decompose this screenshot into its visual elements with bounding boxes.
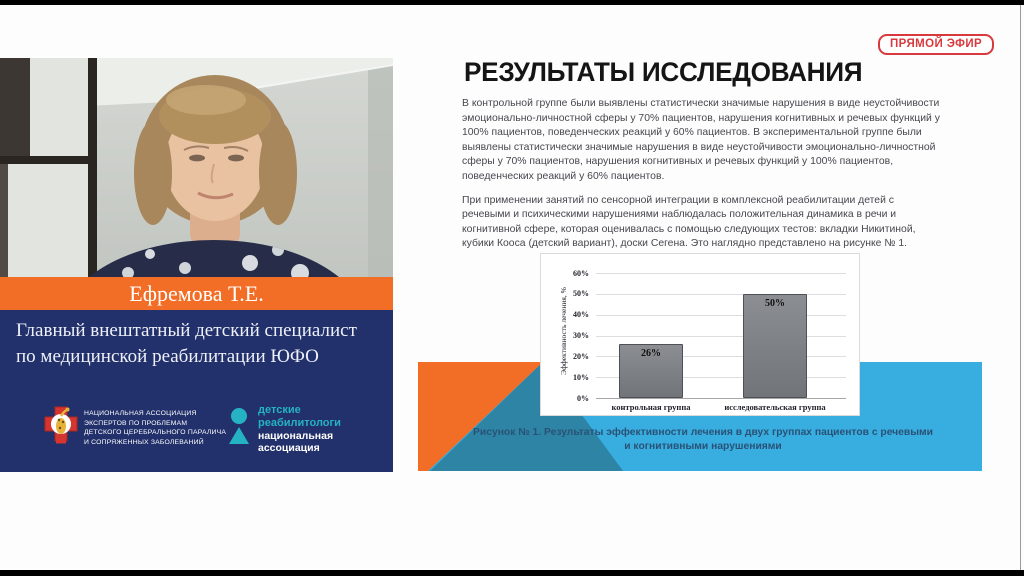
chart-tick-label: 0% <box>577 393 589 403</box>
org1-line: И СОПРЯЖЕННЫХ ЗАБОЛЕВАНИЙ <box>84 438 204 446</box>
chart-gridline <box>596 335 846 337</box>
org1-line: ЭКСПЕРТОВ ПО ПРОБЛЕМАМ <box>84 419 188 427</box>
association-name-text: НАЦИОНАЛЬНАЯ АССОЦИАЦИЯ ЭКСПЕРТОВ ПО ПРО… <box>84 409 226 447</box>
band-triangles-decoration <box>418 362 623 471</box>
chart-gridline <box>596 398 846 399</box>
chart-gridline <box>596 273 846 274</box>
chart-tick-label: 20% <box>573 351 589 361</box>
slide-title: РЕЗУЛЬТАТЫ ИССЛЕДОВАНИЯ <box>464 57 863 87</box>
chart-gridline <box>596 377 846 379</box>
speaker-title: Главный внештатный детский специалист по… <box>16 318 357 370</box>
bar-chart: Эффективность лечения, % 0% 10% 20% 30% 40% 5… <box>540 253 860 416</box>
webcam-video <box>0 58 394 412</box>
chart-bar <box>619 343 683 398</box>
chart-tick-label: 40% <box>573 310 589 320</box>
chart-bar-value-label: 26% <box>641 347 661 359</box>
chart-category-label: контрольная группа <box>611 402 691 412</box>
chart-bar <box>743 293 807 398</box>
cerebral-palsy-association-logo-icon <box>44 406 78 444</box>
org2-white-line: национальная <box>258 430 334 442</box>
org2-white-text: национальная ассоциация <box>258 430 333 454</box>
speaker-name: Ефремова Т.Е. <box>129 281 264 306</box>
speaker-info-panel: Главный внештатный детский специалист по… <box>0 310 393 472</box>
chart-gridline <box>596 356 846 358</box>
org2-teal-line: детские <box>258 404 301 416</box>
slide-body-text: В контрольной группе были выявлены стати… <box>462 97 940 261</box>
chart-tick-label: 30% <box>573 331 589 340</box>
chart-gridline <box>596 293 846 295</box>
org1-line: ДЕТСКОГО ЦЕРЕБРАЛЬНОГО ПАРАЛИЧА <box>84 429 227 437</box>
chart-gridline <box>596 314 846 316</box>
figure-caption-line2: и когнитивными нарушениями <box>624 440 782 452</box>
live-badge: ПРЯМОЙ ЭФИР <box>878 34 995 55</box>
org2-teal-text: детские реабилитологи <box>258 404 341 429</box>
chart-tick-label: 60% <box>573 268 589 278</box>
org2-teal-line: реабилитологи <box>258 416 341 429</box>
chart-tick-label: 10% <box>573 372 589 382</box>
figure-caption: Рисунок № 1. Результаты эффективности ле… <box>448 426 958 453</box>
speaker-name-bar: Ефремова Т.Е. <box>0 277 393 310</box>
chart-bar-value-label: 50% <box>765 297 785 309</box>
org2-white-line: ассоциация <box>258 442 320 454</box>
speaker-photo <box>0 58 394 412</box>
chart-tick-label: 50% <box>573 289 589 299</box>
slide-paragraph-2: При применении занятий по сенсорной инте… <box>462 194 916 250</box>
chart-category-label: исследовательская группа <box>724 402 826 412</box>
letterbox-top <box>0 0 1024 5</box>
speaker-title-line1: Главный внештатный детский специалист <box>16 320 357 341</box>
letterbox-bottom <box>0 570 1024 576</box>
figure-caption-line1: Рисунок № 1. Результаты эффективности ле… <box>473 427 933 438</box>
speaker-title-line2: по медицинской реабилитации ЮФО <box>16 346 319 367</box>
slide-paragraph-1: В контрольной группе были выявлены стати… <box>462 98 940 182</box>
frame-right-edge <box>1020 5 1021 570</box>
child-rehabilitologists-logo-icon <box>229 408 249 444</box>
org1-line: НАЦИОНАЛЬНАЯ АССОЦИАЦИЯ <box>84 410 197 417</box>
